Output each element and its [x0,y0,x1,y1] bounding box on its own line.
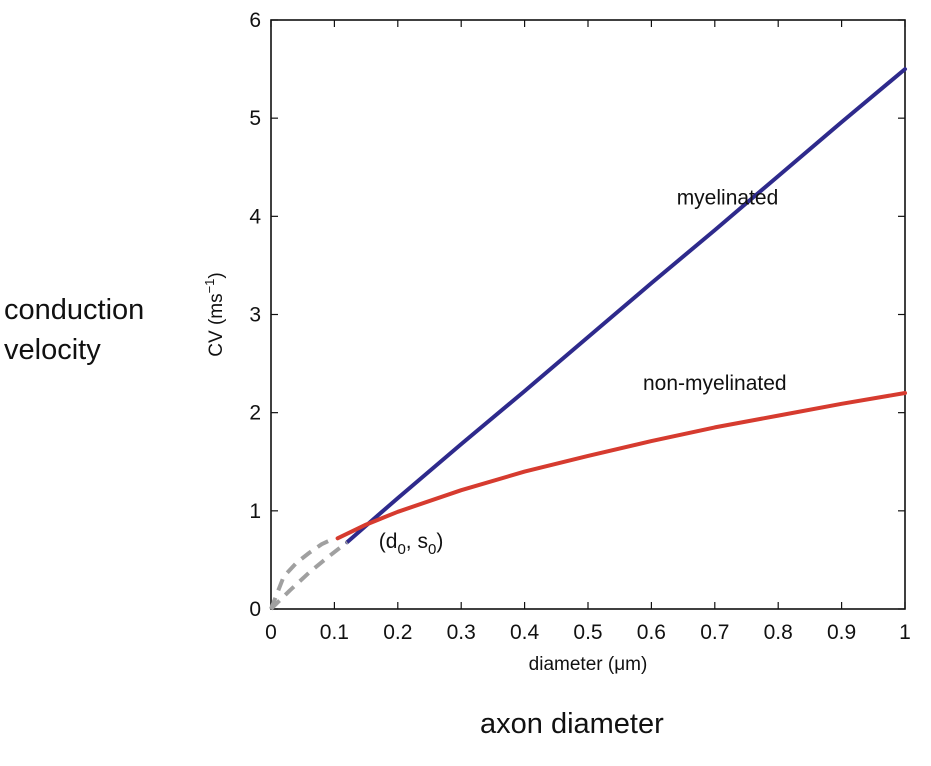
plot-frame [270,19,906,610]
x-tick-label: 0.2 [383,621,412,644]
series-line-dashed-3 [269,540,349,611]
y-tick-label: 1 [249,500,261,523]
x-tick-label: 0.7 [700,621,729,644]
x-tick-label: 0 [265,621,277,644]
outer-y-label: conduction velocity [4,290,144,370]
x-tick-label: 0.6 [637,621,666,644]
x-tick-label: 0.1 [320,621,349,644]
outer-x-label: axon diameter [480,708,664,740]
x-tick-label: 0.5 [573,621,602,644]
annotation-label-d0-s0: (d0, s0) [379,530,444,558]
x-tick-label: 0.8 [764,621,793,644]
annotation-label: myelinated [677,187,779,210]
y-tick-label: 3 [249,304,261,327]
y-axis-label: CV (ms−1) [202,272,227,356]
x-tick-label: 1 [899,621,911,644]
outer-y-label-line2: velocity [4,334,101,366]
x-tick-label: 0.9 [827,621,856,644]
x-tick-label: 0.3 [447,621,476,644]
y-tick-label: 0 [249,598,261,621]
y-tick-label: 6 [249,9,261,32]
series-line-non-myelinated [335,391,907,541]
y-tick-label: 2 [249,402,261,425]
annotation-label: non-myelinated [643,372,787,395]
y-tick-label: 5 [249,107,261,130]
y-tick-label: 4 [249,205,261,228]
x-tick-label: 0.4 [510,621,540,644]
series-line-dashed-2 [269,536,336,610]
x-axis-label: diameter (μm) [529,654,648,675]
series-line-myelinated [345,67,907,545]
outer-y-label-line1: conduction [4,294,145,326]
